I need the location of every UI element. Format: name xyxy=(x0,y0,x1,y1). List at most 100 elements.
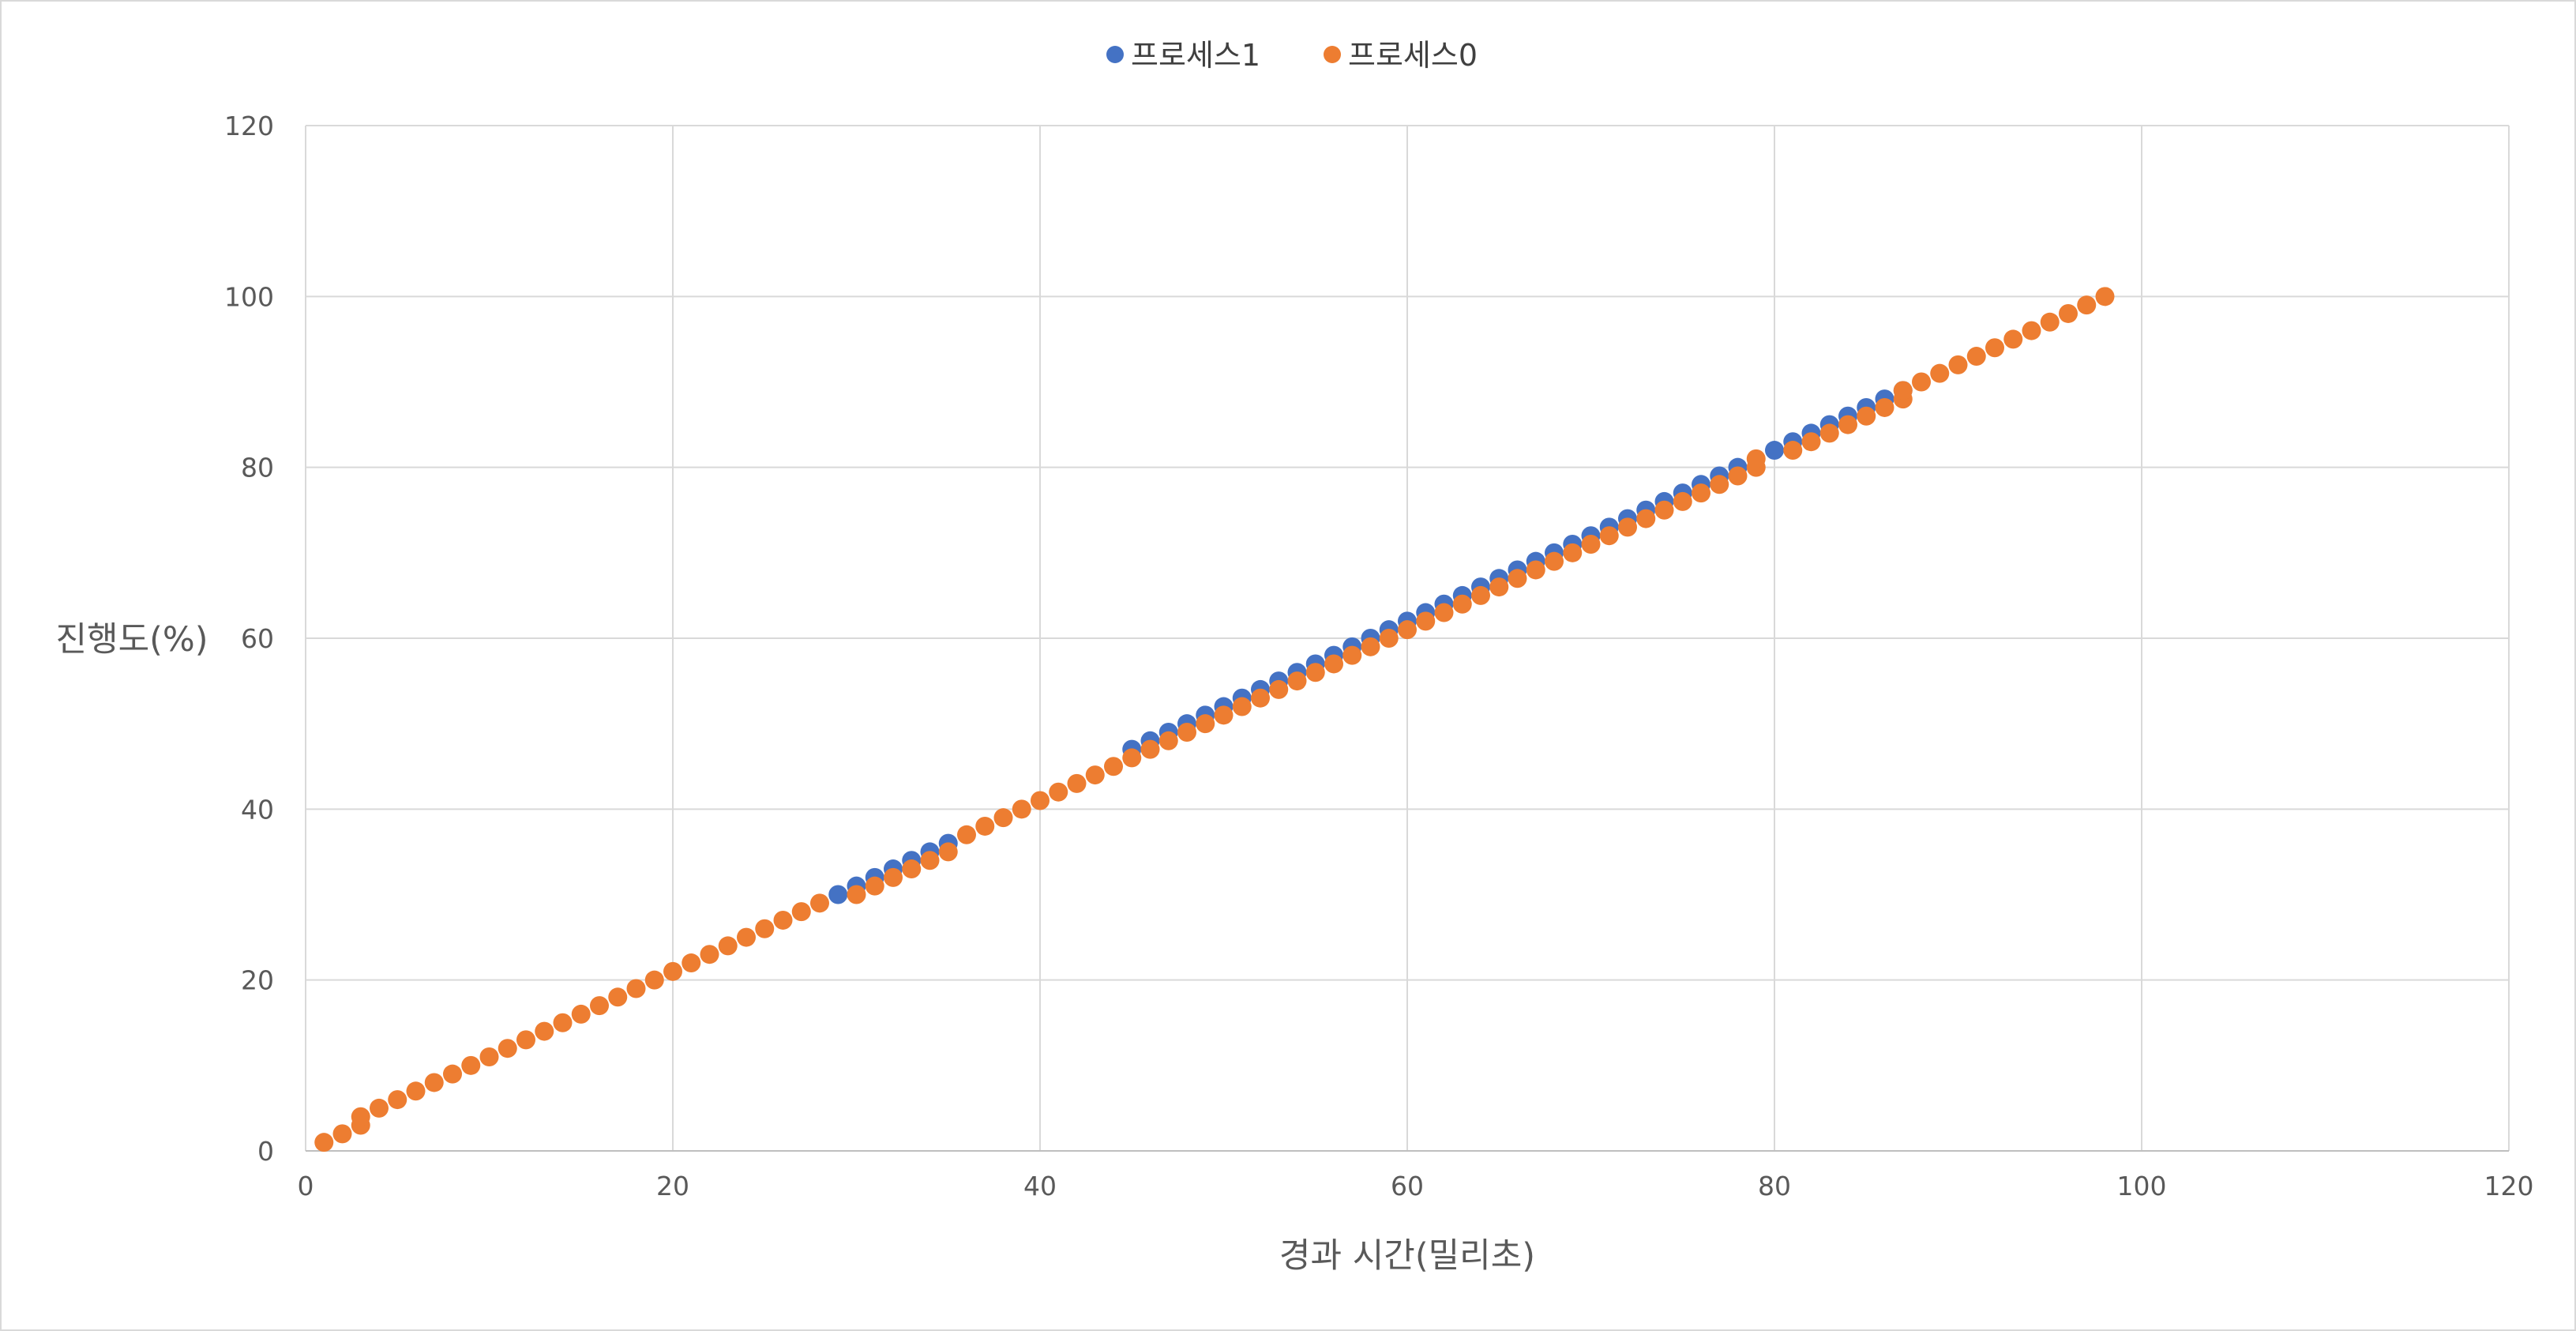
data-point xyxy=(1287,671,1307,691)
data-point xyxy=(1416,611,1436,631)
data-point xyxy=(847,885,866,904)
data-point xyxy=(388,1090,407,1110)
data-point xyxy=(1654,500,1674,520)
data-point xyxy=(626,979,646,998)
x-tick-label: 60 xyxy=(1391,1171,1424,1201)
data-point xyxy=(1452,594,1472,614)
data-point xyxy=(1269,679,1289,699)
data-point xyxy=(590,996,609,1016)
data-point xyxy=(682,953,701,973)
data-point xyxy=(1728,466,1748,486)
data-point xyxy=(332,1124,352,1144)
grid-lines xyxy=(305,125,2510,1152)
data-point xyxy=(773,910,793,930)
data-point xyxy=(1398,620,1417,640)
data-point xyxy=(1673,491,1692,511)
data-point xyxy=(644,970,664,990)
data-point xyxy=(1801,432,1821,452)
data-point xyxy=(1122,748,1142,768)
data-point xyxy=(737,927,756,947)
data-point xyxy=(1196,714,1215,734)
data-point xyxy=(1471,585,1490,605)
x-tick-label: 120 xyxy=(2484,1171,2534,1201)
data-point xyxy=(535,1021,554,1041)
data-point xyxy=(1232,697,1252,716)
data-point xyxy=(2003,329,2023,349)
data-point xyxy=(700,945,719,964)
data-point xyxy=(1948,355,1968,374)
data-point xyxy=(1305,663,1325,682)
data-point xyxy=(1893,381,1913,400)
data-point xyxy=(1177,722,1196,742)
y-tick-label: 60 xyxy=(241,623,274,654)
data-points xyxy=(314,287,2115,1152)
legend: 프로세스1 프로세스0 xyxy=(1106,38,1478,73)
data-point xyxy=(553,1013,573,1032)
data-point xyxy=(1379,629,1399,648)
data-point xyxy=(1489,577,1509,597)
data-point xyxy=(1819,423,1839,443)
data-point xyxy=(1067,773,1087,793)
legend-marker xyxy=(1106,46,1124,63)
data-point xyxy=(718,936,738,956)
data-point xyxy=(1838,415,1857,434)
data-point xyxy=(1930,363,1950,383)
y-tick-label: 0 xyxy=(257,1136,274,1167)
legend-label: 프로세스1 xyxy=(1131,38,1260,73)
data-point xyxy=(1526,560,1545,580)
y-axis-title: 진행도(%) xyxy=(55,620,208,660)
y-tick-label: 80 xyxy=(241,453,274,483)
data-point xyxy=(920,851,940,870)
y-tick-label: 20 xyxy=(241,965,274,996)
data-point xyxy=(479,1047,499,1067)
data-point xyxy=(1857,406,1876,426)
data-point xyxy=(1765,441,1784,461)
data-point xyxy=(1599,526,1619,546)
data-point xyxy=(975,816,995,836)
data-point xyxy=(1031,791,1050,810)
data-point xyxy=(884,867,903,887)
data-point xyxy=(2095,287,2115,306)
data-point xyxy=(571,1004,591,1024)
data-point xyxy=(810,893,829,913)
data-point xyxy=(828,885,848,904)
axes: 0 20 40 60 80 100 120 0 20 40 60 80 100 120 xyxy=(224,111,2534,1201)
data-point xyxy=(865,876,884,896)
x-tick-label: 0 xyxy=(298,1171,314,1201)
y-tick-label: 100 xyxy=(224,281,274,312)
data-point xyxy=(1966,347,1986,367)
data-point xyxy=(1434,603,1454,622)
data-point xyxy=(1251,688,1270,708)
data-point xyxy=(1342,645,1362,665)
data-point xyxy=(957,825,976,844)
data-point xyxy=(1545,551,1564,571)
data-point xyxy=(1508,569,1527,588)
x-tick-label: 20 xyxy=(656,1171,689,1201)
data-point xyxy=(1746,449,1766,468)
legend-label: 프로세스0 xyxy=(1348,38,1478,73)
data-point xyxy=(406,1081,426,1101)
data-point xyxy=(1324,654,1343,674)
data-point xyxy=(1012,799,1031,819)
data-point xyxy=(663,961,682,981)
legend-marker xyxy=(1324,46,1341,63)
x-axis-title: 경과 시간(밀리초) xyxy=(1279,1236,1535,1276)
data-point xyxy=(351,1107,370,1126)
y-tick-label: 120 xyxy=(224,111,274,141)
data-point xyxy=(2040,312,2060,332)
data-point xyxy=(1140,739,1160,759)
x-tick-label: 80 xyxy=(1758,1171,1791,1201)
data-point xyxy=(1636,509,1656,528)
data-point xyxy=(902,859,922,879)
data-point xyxy=(2077,295,2097,315)
x-tick-label: 40 xyxy=(1023,1171,1057,1201)
y-tick-label: 40 xyxy=(241,794,274,825)
data-point xyxy=(1912,372,1931,392)
data-point xyxy=(1618,517,1637,537)
data-point xyxy=(755,919,775,938)
data-point xyxy=(1104,757,1123,776)
data-point xyxy=(516,1030,535,1050)
data-point xyxy=(1049,782,1068,802)
